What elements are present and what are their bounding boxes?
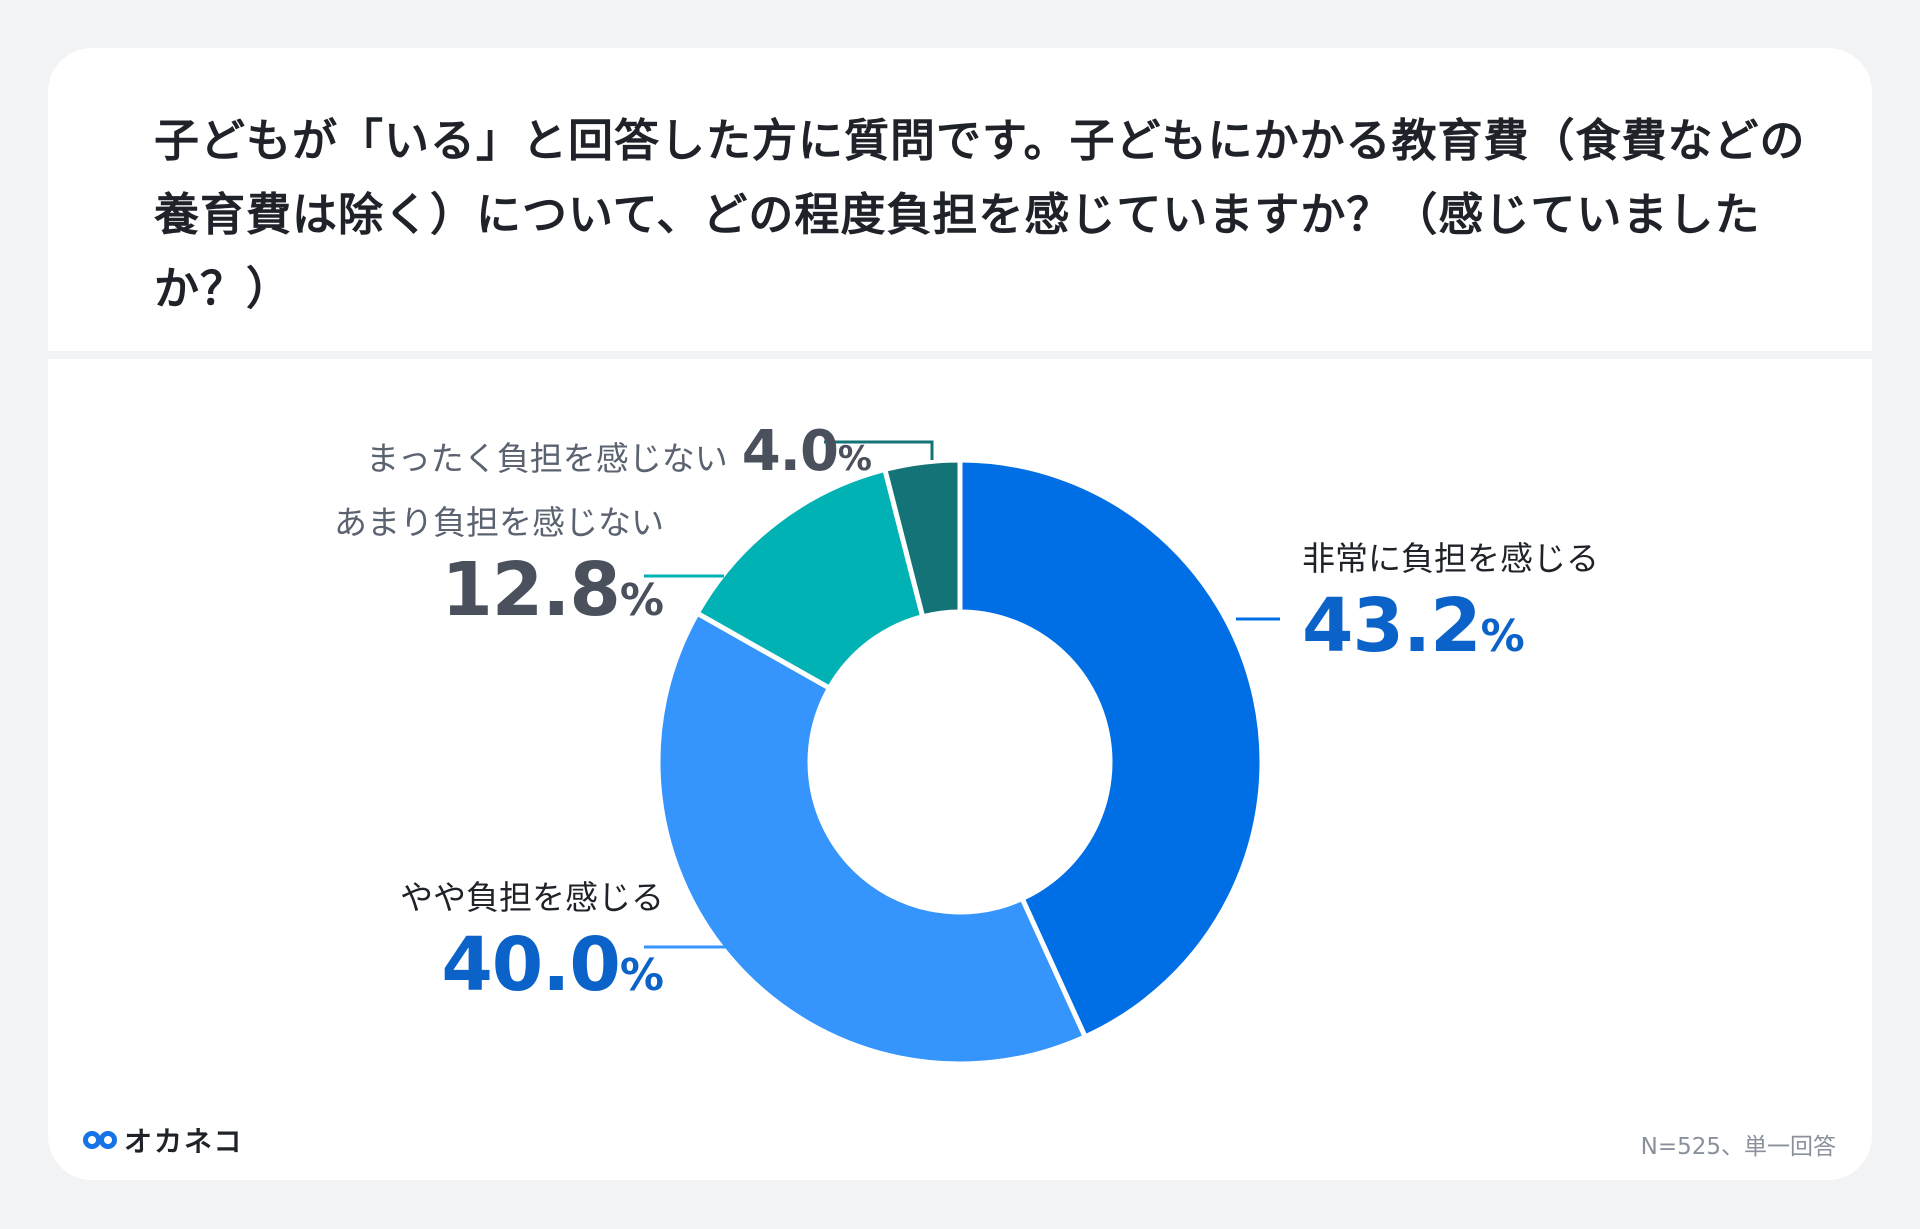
brand-logo-icon <box>83 1131 117 1149</box>
donut-slice-somewhat-burdened <box>655 610 1088 1067</box>
value-unit-somewhat-burdened: % <box>619 950 664 1001</box>
category-label-not-very-burdened: あまり負担を感じない <box>334 503 664 542</box>
chart-title: 子どもが「いる」と回答した方に質問です。子どもにかかる教育費（食費などの養育費は… <box>154 114 1806 315</box>
title-divider <box>48 351 1872 359</box>
title-area: 子どもが「いる」と回答した方に質問です。子どもにかかる教育費（食費などの養育費は… <box>48 48 1872 351</box>
sample-note: N=525、単一回答 <box>1640 1134 1836 1160</box>
donut-slice-very-burdened <box>957 457 1265 1040</box>
value-unit-very-burdened: % <box>1480 611 1525 662</box>
value-number-very-burdened: 43.2 <box>1302 583 1482 669</box>
category-label-not-at-all-burdened: まったく負担を感じない <box>366 439 728 478</box>
value-label-somewhat-burdened: 40.0% <box>400 925 664 1016</box>
label-group-somewhat-burdened: やや負担を感じる 40.0% <box>400 871 664 1016</box>
donut-slice-not-at-all-burdened <box>882 457 963 620</box>
value-label-not-very-burdened: 12.8% <box>334 550 664 641</box>
brand-name: オカネコ <box>124 1125 244 1158</box>
chart-card: 子どもが「いる」と回答した方に質問です。子どもにかかる教育費（食費などの養育費は… <box>48 48 1872 1180</box>
donut-chart <box>644 440 1280 1067</box>
leader-line-not-at-all-burdened <box>824 440 934 460</box>
value-number-not-very-burdened: 12.8 <box>441 547 621 633</box>
value-label-very-burdened: 43.2% <box>1302 586 1599 677</box>
value-unit-not-at-all-burdened: % <box>837 439 872 479</box>
value-number-somewhat-burdened: 40.0 <box>441 922 621 1008</box>
value-number-not-at-all-burdened: 4.0 <box>741 419 839 484</box>
brand-logo: オカネコ <box>82 1120 243 1160</box>
label-group-not-very-burdened: あまり負担を感じない 12.8% <box>334 496 664 641</box>
donut-slice-not-very-burdened <box>694 466 926 691</box>
value-unit-not-very-burdened: % <box>619 575 664 626</box>
label-group-not-at-all-burdened: まったく負担を感じない 4.0% <box>366 412 872 499</box>
category-label-somewhat-burdened: やや負担を感じる <box>400 878 664 917</box>
label-group-very-burdened: 非常に負担を感じる 43.2% <box>1302 532 1599 677</box>
value-label-not-at-all-burdened: 4.0% <box>742 412 872 499</box>
category-label-very-burdened: 非常に負担を感じる <box>1302 539 1599 578</box>
